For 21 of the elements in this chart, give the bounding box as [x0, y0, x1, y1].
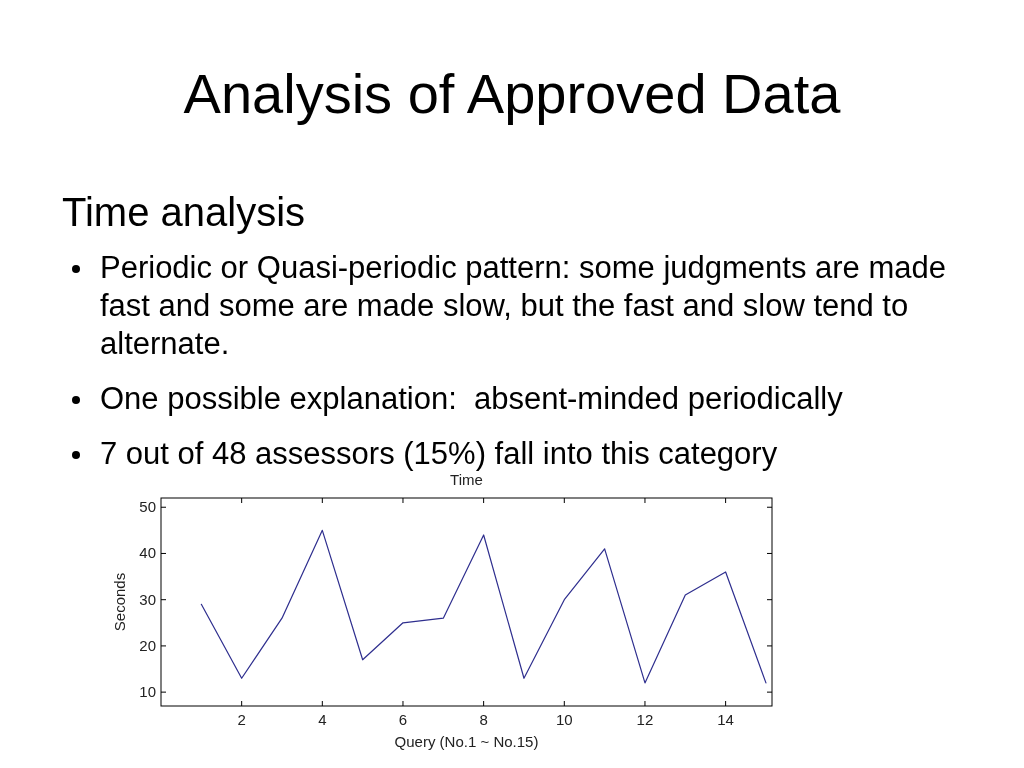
- chart-title: Analysis of Approved Data: [182, 62, 842, 126]
- x-tick-label: 14: [717, 711, 734, 728]
- text: One possible explanation: absent-minded periodically: [100, 381, 843, 416]
- x-tick-label: 8: [479, 711, 488, 728]
- text: Time: [450, 471, 483, 488]
- chart-subtitle: Time analysis: [62, 189, 306, 236]
- y-tick-label: 40: [139, 544, 156, 562]
- y-tick-label: 30: [139, 590, 156, 608]
- x-tick-label: 12: [636, 711, 654, 728]
- x-tick-label: 6: [398, 711, 408, 728]
- x-tick-label: 10: [555, 711, 573, 728]
- x-axis-title: Query (No.1 ~ No.15): [394, 733, 539, 750]
- line-series: [200, 529, 767, 684]
- y-tick-label: 50: [139, 498, 156, 516]
- x-tick-label: 2: [237, 711, 246, 728]
- text: 7 out of 48 assessors (15%) fall into this category: [100, 436, 778, 471]
- y-tick-label: 10: [139, 683, 156, 701]
- y-axis-title: Seconds: [111, 572, 128, 632]
- x-tick-label: 4: [318, 711, 327, 728]
- text: Periodic or Quasi-periodic pattern: some judgments are made fast and some are made slow, but the fast and slow tend to alternate.: [100, 250, 948, 361]
- y-tick-label: 20: [139, 636, 156, 654]
